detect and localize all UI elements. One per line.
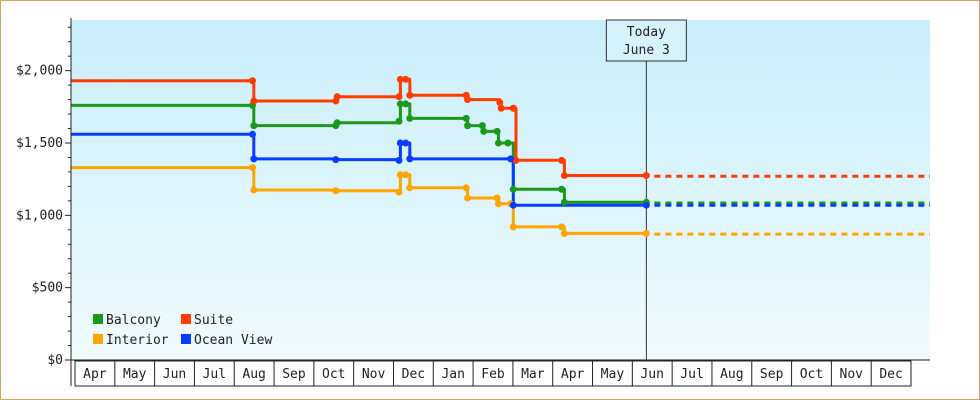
data-point-interior xyxy=(558,223,566,231)
legend-label-interior: Interior xyxy=(106,333,169,348)
legend-swatch-balcony xyxy=(93,314,103,324)
x-month-label: Jul xyxy=(680,367,703,382)
data-point-balcony xyxy=(402,100,410,108)
y-tick-label: $500 xyxy=(32,281,63,296)
x-month-label: Jun xyxy=(163,367,186,382)
legend-swatch-interior xyxy=(93,334,103,344)
data-point-interior xyxy=(406,184,414,192)
data-point-interior xyxy=(250,186,258,194)
data-point-balcony xyxy=(462,114,470,122)
x-month-label: May xyxy=(601,367,625,382)
data-point-ocean-view xyxy=(509,201,517,209)
data-point-suite xyxy=(642,172,650,180)
data-point-suite xyxy=(333,93,341,101)
y-tick-label: $1,500 xyxy=(16,136,63,151)
legend-label-suite: Suite xyxy=(194,313,233,328)
data-point-suite xyxy=(496,98,504,106)
legend-label-balcony: Balcony xyxy=(106,313,161,328)
today-label-line2: June 3 xyxy=(623,43,670,58)
x-month-label: May xyxy=(123,367,147,382)
data-point-balcony xyxy=(406,114,414,122)
x-month-label: Jun xyxy=(640,367,663,382)
today-label-box xyxy=(605,19,687,62)
data-point-suite xyxy=(464,96,472,104)
data-point-ocean-view xyxy=(396,139,404,147)
data-point-suite xyxy=(402,75,410,83)
data-point-suite xyxy=(497,104,505,112)
data-point-interior xyxy=(395,188,403,196)
data-point-balcony xyxy=(478,122,486,130)
data-point-balcony xyxy=(333,119,341,127)
data-point-interior xyxy=(560,229,568,237)
data-point-interior xyxy=(464,194,472,202)
data-point-ocean-view xyxy=(642,201,650,209)
data-point-balcony xyxy=(480,127,488,135)
data-point-interior xyxy=(509,223,517,231)
x-month-label: Mar xyxy=(521,367,545,382)
x-month-label: Jul xyxy=(203,367,226,382)
data-point-ocean-view xyxy=(248,130,256,138)
data-point-balcony xyxy=(509,185,517,193)
data-point-ocean-view xyxy=(406,155,414,163)
x-month-label: Feb xyxy=(481,367,505,382)
data-point-interior xyxy=(248,164,256,172)
data-point-suite xyxy=(509,104,517,112)
data-point-interior xyxy=(462,184,470,192)
data-point-ocean-view xyxy=(395,156,403,164)
data-point-ocean-view xyxy=(332,156,340,164)
legend-swatch-suite xyxy=(181,314,191,324)
x-month-label: Aug xyxy=(242,367,265,382)
y-tick-label: $0 xyxy=(47,353,63,368)
x-month-label: Aug xyxy=(720,367,743,382)
data-point-suite xyxy=(558,156,566,164)
data-point-balcony xyxy=(396,100,404,108)
data-point-ocean-view xyxy=(402,139,410,147)
data-point-interior xyxy=(402,171,410,179)
legend-swatch-ocean-view xyxy=(181,334,191,344)
x-month-label: Oct xyxy=(800,367,823,382)
x-month-label: Apr xyxy=(83,367,107,382)
data-point-ocean-view xyxy=(507,155,515,163)
data-point-interior xyxy=(494,200,502,208)
data-point-balcony xyxy=(494,139,502,147)
data-point-interior xyxy=(396,171,404,179)
data-point-interior xyxy=(332,187,340,195)
data-point-balcony xyxy=(250,122,258,130)
data-point-balcony xyxy=(504,139,512,147)
x-month-label: Nov xyxy=(840,367,864,382)
data-point-balcony xyxy=(560,198,568,206)
plot-background xyxy=(71,20,930,360)
data-point-suite xyxy=(250,97,258,105)
x-month-label: Apr xyxy=(561,367,585,382)
y-tick-label: $2,000 xyxy=(16,64,63,79)
data-point-ocean-view xyxy=(250,155,258,163)
data-point-suite xyxy=(406,91,414,99)
x-month-label: Sep xyxy=(282,367,306,382)
x-month-label: Jan xyxy=(441,367,464,382)
y-tick-label: $1,000 xyxy=(16,208,63,223)
data-point-suite xyxy=(248,77,256,85)
x-month-label: Dec xyxy=(402,367,425,382)
legend-label-ocean-view: Ocean View xyxy=(194,333,272,348)
data-point-balcony xyxy=(493,127,501,135)
data-point-suite xyxy=(512,156,520,164)
x-month-label: Dec xyxy=(879,367,902,382)
today-label-line1: Today xyxy=(627,25,666,40)
data-point-suite xyxy=(396,75,404,83)
x-month-label: Oct xyxy=(322,367,345,382)
x-month-label: Nov xyxy=(362,367,386,382)
data-point-suite xyxy=(395,93,403,101)
data-point-interior xyxy=(642,229,650,237)
x-month-label: Sep xyxy=(760,367,784,382)
data-point-balcony xyxy=(558,185,566,193)
data-point-suite xyxy=(560,172,568,180)
data-point-interior xyxy=(493,194,501,202)
x-axis-cells xyxy=(74,360,912,387)
data-point-balcony xyxy=(395,117,403,125)
data-point-balcony xyxy=(464,122,472,130)
